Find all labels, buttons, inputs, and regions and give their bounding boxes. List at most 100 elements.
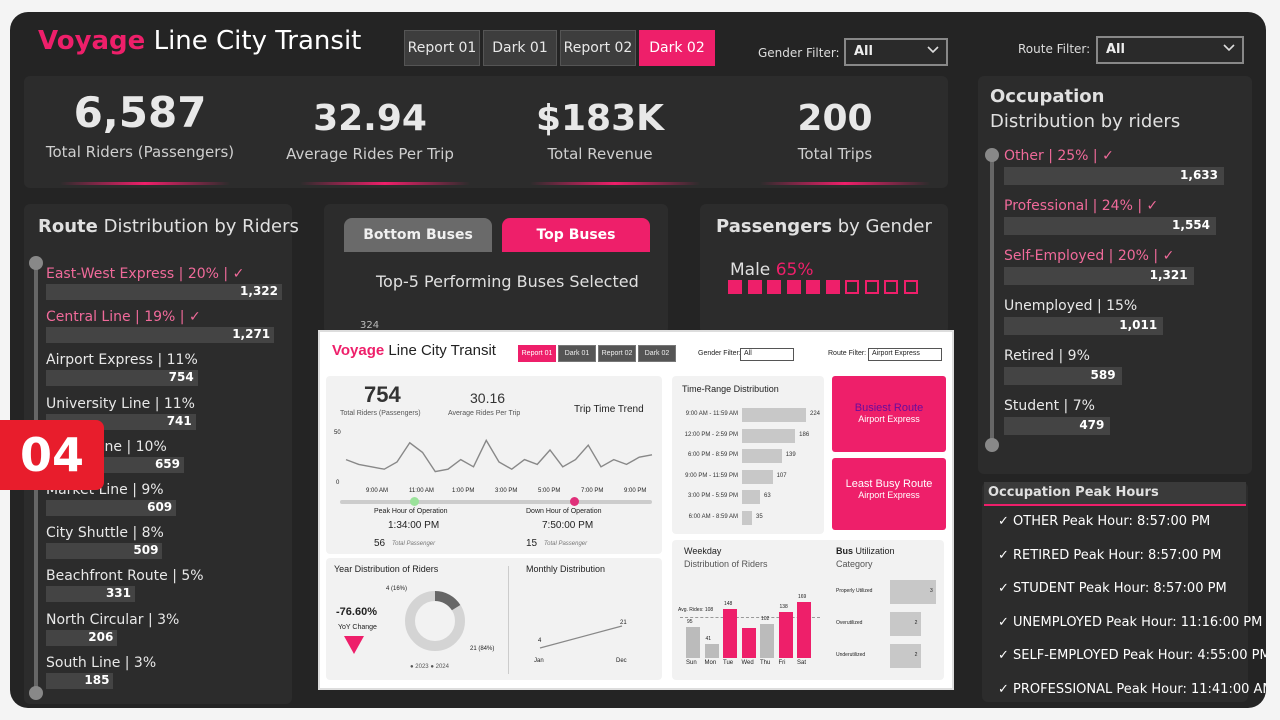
dashboard-frame: Voyage Line City Transit Report 01 Dark … (10, 12, 1266, 708)
preview-time-range-title: Time-Range Distribution (682, 384, 779, 394)
route-item[interactable]: East-West Express | 20% | ✓ 1,322 (46, 266, 296, 300)
preview-time-range-value: 107 (776, 472, 787, 479)
occupation-item[interactable]: Professional | 24% | ✓ 1,554 (1004, 198, 1216, 235)
preview-monthly-line (539, 625, 623, 649)
preview-trend-card (326, 376, 662, 554)
preview-x-tick: 11:00 AM (409, 488, 434, 494)
route-item-value: 185 (84, 672, 110, 687)
preview-weekday-day: Wed (741, 660, 754, 666)
occupation-item[interactable]: Retired | 9% 589 (1004, 348, 1122, 385)
preview-util-subtitle: Category (836, 559, 873, 569)
occupation-slicer-track[interactable] (990, 154, 994, 444)
route-filter-label: Route Filter: (1018, 42, 1091, 56)
preview-time-range-bar (742, 510, 752, 525)
route-slicer-handle[interactable] (29, 256, 43, 270)
preview-nav-report-02[interactable]: Report 02 (598, 345, 636, 362)
nav-report-01[interactable]: Report 01 (404, 30, 480, 66)
preview-util-label: Properly Utilized (836, 588, 873, 594)
peak-hours-title: Occupation Peak Hours (988, 485, 1159, 500)
route-item[interactable]: Airport Express | 11% 754 (46, 352, 296, 387)
preview-monthly-end: 21 (620, 620, 627, 626)
gender-filter-select[interactable]: All (844, 38, 948, 66)
preview-util-label: Underutilized (836, 652, 866, 658)
route-slicer-handle[interactable] (29, 686, 43, 700)
app-title: Voyage Line City Transit (38, 26, 362, 56)
preview-nav-dark-01[interactable]: Dark 01 (558, 345, 596, 362)
preview-gender-label: Gender Filter: (698, 350, 741, 357)
preview-gender-select[interactable]: All (740, 348, 794, 361)
preview-x-tick: 1:00 PM (452, 488, 475, 494)
tab-top-buses[interactable]: Top Buses (502, 218, 650, 252)
peak-hours-card (982, 482, 1248, 702)
chevron-down-icon (927, 46, 939, 54)
route-item-value: 1,322 (240, 284, 278, 298)
route-item-label: North Circular | 3% (46, 611, 180, 628)
occupation-item[interactable]: Student | 7% 479 (1004, 398, 1111, 435)
preview-weekday-bar (760, 624, 774, 658)
preview-monthly-start: 4 (538, 638, 542, 644)
kpi-underline (60, 182, 230, 185)
preview-time-range-value: 139 (785, 452, 796, 458)
preview-month-dec: Dec (616, 658, 627, 664)
light-dashboard-preview: Voyage Line City Transit Report 01 Dark … (318, 330, 954, 690)
preview-peak-count: 56 (374, 538, 386, 549)
preview-y-top: 50 (334, 430, 341, 436)
preview-year-title: Year Distribution of Riders (334, 564, 439, 574)
occupation-item-bar: 1,633 (1004, 167, 1224, 185)
kpi-total-trips: 200 Total Trips (797, 98, 873, 163)
occupation-item-label: Unemployed | 15% (1004, 298, 1138, 314)
route-item[interactable]: Central Line | 19% | ✓ 1,271 (46, 309, 296, 344)
route-item[interactable]: City Shuttle | 8% 509 (46, 525, 296, 560)
occupation-slicer-handle[interactable] (985, 438, 999, 452)
nav-dark-01[interactable]: Dark 01 (483, 30, 557, 66)
preview-weekday-subtitle: Distribution of Riders (684, 559, 768, 569)
preview-weekday-day: Fri (778, 660, 786, 666)
preview-weekday-bar (778, 612, 793, 658)
preview-donut-legend: ● 2023 ● 2024 (410, 664, 449, 670)
preview-peak-unit: Total Passenger (392, 541, 436, 547)
preview-nav-dark-02[interactable]: Dark 02 (638, 345, 676, 362)
preview-x-tick: 3:00 PM (495, 488, 518, 494)
peak-hours-header (984, 482, 1246, 506)
occupation-item-bar: 1,321 (1004, 267, 1194, 285)
preview-weekday-bar (686, 626, 700, 658)
occupation-item[interactable]: Unemployed | 15% 1,011 (1004, 298, 1164, 335)
occupation-item[interactable]: Other | 25% | ✓ 1,633 (1004, 148, 1224, 185)
preview-riders-label: Total Riders (Passengers) (340, 410, 421, 417)
preview-avg-line (680, 617, 820, 618)
occupation-item-label: Retired | 9% (1004, 348, 1090, 364)
route-item[interactable]: Beachfront Route | 5% 331 (46, 568, 296, 603)
route-item-value: 659 (154, 456, 180, 471)
preview-route-select[interactable]: Airport Express (868, 348, 942, 361)
occupation-slicer-handle[interactable] (985, 148, 999, 162)
occupation-item-value: 1,011 (1119, 318, 1158, 332)
preview-time-range-value: 224 (810, 411, 821, 417)
route-filter-select[interactable]: All (1096, 36, 1244, 64)
route-item[interactable]: South Line | 3% 185 (46, 655, 296, 689)
occupation-item[interactable]: Self-Employed | 20% | ✓ 1,321 (1004, 248, 1194, 285)
route-item-value: 754 (168, 370, 194, 385)
preview-peak-marker (410, 497, 419, 506)
gender-square (884, 280, 898, 294)
preview-avg-label: Average Rides Per Trip (448, 410, 521, 417)
preview-time-range-bar (742, 449, 782, 463)
preview-nav-report-01[interactable]: Report 01 (518, 345, 556, 362)
preview-yoy-label: YoY Change (338, 624, 377, 631)
nav-report-02[interactable]: Report 02 (560, 30, 636, 66)
episode-badge: 04 (0, 420, 104, 490)
preview-trend-line (345, 438, 653, 473)
peak-hour-item: ✓ PROFESSIONAL Peak Hour: 11:41:00 AM (998, 682, 1266, 697)
preview-weekday-value: 169 (798, 594, 807, 600)
tab-bottom-buses[interactable]: Bottom Buses (344, 218, 492, 252)
occupation-item-label: Self-Employed | 20% | ✓ (1004, 248, 1175, 264)
preview-time-range-bar (742, 490, 760, 504)
nav-dark-02[interactable]: Dark 02 (639, 30, 715, 66)
occupation-item-bar: 479 (1004, 417, 1111, 435)
route-item-value: 609 (147, 500, 173, 514)
gender-square (864, 280, 879, 294)
preview-time-range-value: 186 (799, 431, 810, 438)
preview-time-slider[interactable] (340, 500, 652, 504)
occupation-item-value: 1,321 (1149, 268, 1188, 282)
occupation-item-bar: 1,554 (1004, 217, 1216, 235)
route-item[interactable]: North Circular | 3% 206 (46, 612, 296, 646)
